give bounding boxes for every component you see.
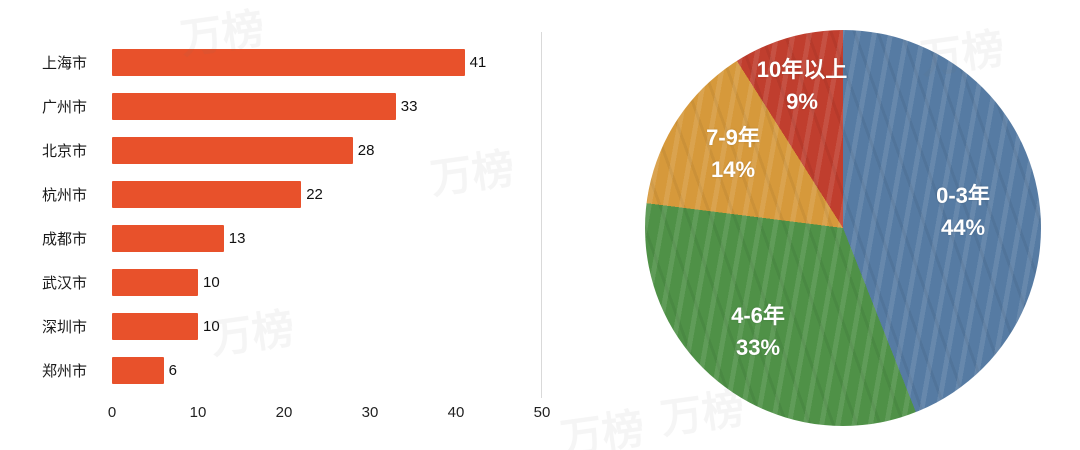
pie-label-7-9yr: 7-9年 14% — [706, 122, 760, 186]
bar — [112, 312, 198, 340]
bar — [112, 136, 353, 164]
x-tick: 0 — [107, 404, 117, 421]
pie-label-4-6yr: 4-6年 33% — [731, 300, 785, 364]
bar — [112, 180, 302, 208]
bar-rows: 上海市 41 广州市 33 北京市 28 杭州市 22 成都市 13 武汉市 10 深圳市 10 郑州市 6 — [42, 26, 542, 398]
pie-slice-pct: 44% — [940, 215, 986, 240]
bar-row: 上海市 41 — [42, 40, 542, 84]
experience-pie-chart: 0-3年 44% 4-6年 33% 7-9年 14% 10年以上 9% — [645, 30, 1041, 426]
x-axis: 0 10 20 30 40 50 — [42, 398, 551, 426]
bar-value-label: 41 — [469, 53, 487, 71]
bar-category-label: 成都市 — [42, 230, 88, 248]
bar-value-label: 6 — [168, 361, 177, 379]
bar-row: 深圳市 10 — [42, 304, 542, 348]
bar-value-label: 22 — [306, 185, 323, 203]
bar-row: 杭州市 22 — [42, 172, 542, 216]
pie-label-10yr-plus: 10年以上 9% — [757, 54, 847, 118]
x-tick: 10 — [189, 404, 207, 421]
bar-track: 33 — [112, 84, 542, 128]
bar-value-label: 10 — [203, 317, 220, 335]
bar — [112, 356, 164, 384]
pie-label-0-3yr: 0-3年 44% — [936, 180, 990, 244]
bar-row: 武汉市 10 — [42, 260, 542, 304]
watermark-text: 万榜 — [557, 404, 648, 450]
bar-track: 28 — [112, 128, 542, 172]
pie-slice-name: 7-9年 — [706, 125, 760, 151]
x-tick: 50 — [533, 404, 551, 421]
bar-value-label: 28 — [357, 141, 375, 159]
bar-value-label: 33 — [400, 97, 418, 115]
bar — [112, 48, 465, 76]
bar-category-label: 广州市 — [42, 98, 88, 116]
pie-slice-pct: 14% — [710, 157, 756, 182]
x-tick: 40 — [447, 404, 465, 421]
bar-track: 10 — [112, 304, 542, 348]
x-axis-spacer — [42, 398, 112, 426]
bar-track: 13 — [112, 216, 542, 260]
pie-slice-pct: 33% — [735, 335, 781, 360]
bar-category-label: 上海市 — [42, 54, 88, 72]
x-tick: 20 — [275, 404, 293, 421]
pie-slice-name: 0-3年 — [936, 183, 990, 209]
bar-category-label: 北京市 — [42, 142, 88, 160]
bar-category-label: 郑州市 — [42, 362, 88, 380]
pie-slice-pct: 9% — [786, 89, 818, 114]
x-tick: 30 — [361, 404, 379, 421]
bar-track: 6 — [112, 348, 542, 392]
bar-track: 10 — [112, 260, 542, 304]
x-axis-ticks: 0 10 20 30 40 50 — [108, 398, 551, 426]
city-bar-chart: 上海市 41 广州市 33 北京市 28 杭州市 22 成都市 13 武汉市 10 深圳市 10 郑州市 6 … — [42, 26, 551, 426]
bar-value-label: 13 — [228, 229, 246, 247]
bar — [112, 224, 224, 252]
bar-category-label: 武汉市 — [42, 274, 88, 292]
bar-row: 郑州市 6 — [42, 348, 542, 392]
bar-row: 成都市 13 — [42, 216, 542, 260]
bar — [112, 92, 396, 120]
pie-slice-name: 10年以上 — [756, 57, 848, 83]
bar-track: 22 — [112, 172, 542, 216]
bar-row: 广州市 33 — [42, 84, 542, 128]
pie-circle — [645, 30, 1041, 426]
bar-category-label: 深圳市 — [42, 318, 88, 336]
gridline-50 — [541, 32, 542, 398]
bar-track: 41 — [112, 40, 542, 84]
bar-row: 北京市 28 — [42, 128, 542, 172]
bar-value-label: 10 — [203, 273, 220, 291]
pie-slice-name: 4-6年 — [731, 303, 785, 329]
bar — [112, 268, 198, 296]
bar-category-label: 杭州市 — [42, 186, 88, 204]
